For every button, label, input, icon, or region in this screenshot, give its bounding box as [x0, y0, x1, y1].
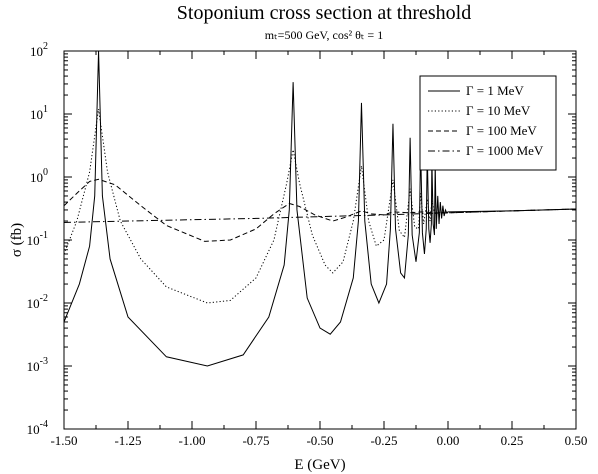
x-tick-label: -1.25	[114, 433, 141, 448]
y-axis: 10-4 10-3 10-2 10-1 100 101 102	[27, 41, 576, 437]
legend-label: Γ = 1 MeV	[466, 83, 524, 98]
y-tick-label: 10-4	[27, 419, 48, 437]
y-tick-label: 10-2	[27, 293, 48, 311]
x-tick-label: -1.00	[178, 433, 205, 448]
y-tick-label: 101	[30, 104, 48, 122]
y-tick-label: 10-3	[27, 356, 48, 374]
x-axis: -1.50 -1.25 -1.00 -0.75 -0.50 -0.25 0.00 0.25 0.…	[50, 51, 587, 448]
x-axis-label: E (GeV)	[294, 457, 345, 473]
legend-box	[419, 75, 557, 171]
legend-label: Γ = 100 MeV	[466, 123, 537, 138]
legend-label: Γ = 1000 MeV	[466, 143, 544, 158]
chart-title: Stoponium cross section at threshold	[177, 2, 471, 24]
y-tick-label: 102	[30, 41, 48, 59]
x-tick-label: 0.00	[437, 433, 460, 448]
series-line-3	[64, 178, 576, 242]
y-tick-label: 100	[30, 167, 48, 185]
x-tick-label: -1.50	[50, 433, 77, 448]
chart-subtitle: mₜ=500 GeV, cos² θₜ = 1	[265, 28, 383, 42]
plot-area	[64, 51, 576, 367]
series-line-4	[64, 208, 576, 223]
legend-label: Γ = 10 MeV	[466, 103, 531, 118]
series-line-1	[64, 51, 576, 367]
x-tick-label: -0.50	[306, 433, 333, 448]
series-line-2	[64, 108, 576, 304]
x-tick-label: 0.50	[565, 433, 588, 448]
legend: Γ = 1 MeV Γ = 10 MeV Γ = 100 MeV Γ = 1000 M…	[419, 75, 557, 171]
x-tick-label: 0.25	[501, 433, 524, 448]
x-tick-label: -0.25	[370, 433, 397, 448]
y-tick-label: 10-1	[27, 230, 48, 248]
y-axis-label: σ (fb)	[9, 223, 25, 257]
x-tick-label: -0.75	[242, 433, 269, 448]
